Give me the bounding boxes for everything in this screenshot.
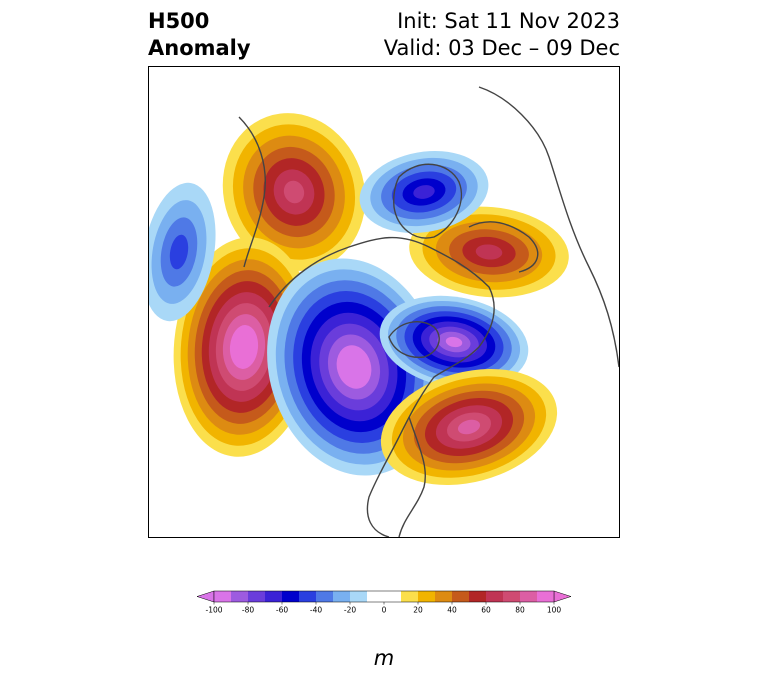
anomaly-contour-3-level-10 — [345, 356, 363, 378]
colorbar-cell — [469, 591, 487, 602]
coastlines — [238, 86, 619, 537]
colorbar: -100 -80 -60 -40 -20 0 20 40 60 80 100 — [196, 590, 572, 615]
colorbar-tick-label: 40 — [447, 606, 457, 615]
colorbar-cell — [503, 591, 521, 602]
anomaly-contours — [149, 113, 569, 486]
coastline-hudson-bay — [388, 321, 440, 359]
colorbar-tick-label: 60 — [481, 606, 491, 615]
colorbar-cell — [486, 591, 504, 602]
anomaly-contour-8-level-4 — [169, 234, 189, 270]
anomaly-contour-6-level-6 — [475, 244, 503, 260]
chart-title: H500 Anomaly — [148, 9, 251, 60]
colorbar-tick-label: 80 — [515, 606, 525, 615]
init-date-label: Init: Sat 11 Nov 2023 — [397, 9, 620, 33]
anomaly-map — [148, 66, 620, 538]
colorbar-cell — [316, 591, 334, 602]
colorbar-cells — [196, 590, 572, 603]
colorbar-cell — [333, 591, 351, 602]
colorbar-tick-label: -100 — [205, 606, 222, 615]
colorbar-cell — [299, 591, 317, 602]
anomaly-contour-4-level-9 — [445, 336, 463, 348]
colorbar-tick-label: 100 — [547, 606, 562, 615]
colorbar-cell — [265, 591, 283, 602]
coastline-scandinavia — [468, 221, 539, 273]
anomaly-contour-5-level-8 — [457, 419, 481, 435]
colorbar-unit-label: m — [373, 646, 395, 670]
colorbar-cell — [231, 591, 249, 602]
colorbar-tick-label: 20 — [413, 606, 423, 615]
coastline-siberia — [238, 116, 266, 268]
anomaly-contour-2-level-10 — [236, 336, 252, 358]
coastline-alaska-canada — [268, 236, 495, 537]
chart-subtitle: Init: Sat 11 Nov 2023 Valid: 03 Dec – 09… — [384, 8, 620, 62]
colorbar-over-arrow — [553, 590, 572, 603]
colorbar-tick-label: 0 — [382, 606, 387, 615]
colorbar-cell — [282, 591, 300, 602]
anomaly-contour-1-level-7 — [283, 180, 305, 204]
colorbar-cell — [350, 591, 368, 602]
colorbar-tick-label: -40 — [310, 606, 322, 615]
colorbar-tick-label: -20 — [344, 606, 356, 615]
colorbar-cell — [520, 591, 538, 602]
colorbar-cell — [248, 591, 266, 602]
valid-range-label: Valid: 03 Dec – 09 Dec — [383, 36, 620, 60]
coastline-greenland — [393, 163, 463, 239]
colorbar-cell — [401, 591, 419, 602]
colorbar-cell — [537, 591, 555, 602]
anomaly-map-svg — [149, 86, 619, 537]
anomaly-contour-7-level-6 — [413, 185, 435, 199]
colorbar-tick-label: -60 — [276, 606, 288, 615]
coastline-us-east — [398, 416, 426, 537]
coastline-eurasia — [478, 86, 619, 368]
colorbar-under-arrow — [196, 590, 215, 603]
colorbar-cell — [214, 591, 232, 602]
colorbar-cell — [452, 591, 470, 602]
colorbar-tick-label: -80 — [242, 606, 254, 615]
colorbar-cell — [367, 591, 402, 602]
colorbar-ticks: -100 -80 -60 -40 -20 0 20 40 60 80 100 — [205, 602, 561, 615]
colorbar-cell — [435, 591, 453, 602]
colorbar-cell — [418, 591, 436, 602]
